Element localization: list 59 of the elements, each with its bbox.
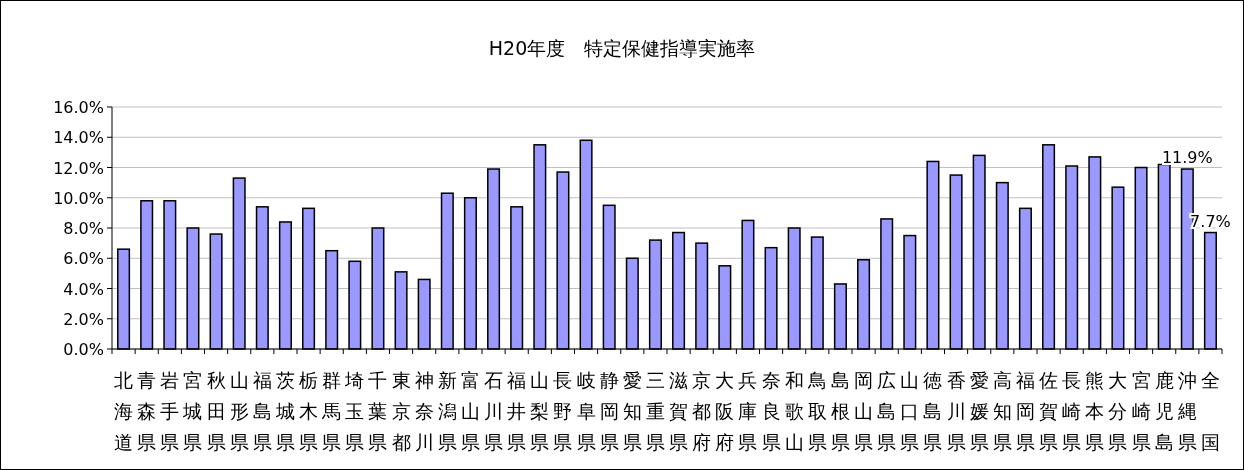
x-tick-label: 長崎県 [1062,369,1082,453]
y-tick-label: 4.0% [63,279,104,299]
x-tick-label: 三重県 [645,369,665,453]
x-tick-label: 沖縄県 [1176,369,1197,453]
x-tick-label: 愛知県 [622,369,642,453]
x-tick-label: 和歌山 [784,369,804,453]
y-tick-label: 16.0% [53,98,104,117]
y-tick-label: 8.0% [63,219,104,238]
data-label: 11.9% [1161,148,1213,168]
category-label: 全国 [1200,369,1220,453]
x-tick-label: 岩手県 [160,369,180,453]
x-tick-label: 群馬県 [321,369,342,453]
x-tick-label: 徳島県 [923,369,943,453]
x-tick-label: 京都府 [692,369,712,453]
x-tick-label: 神奈川 [414,369,434,453]
x-tick-label: 高知県 [992,369,1012,453]
x-tick-label: 宮城県 [182,369,203,453]
x-tick-label: 山梨県 [530,369,550,453]
x-tick-label: 秋田県 [206,369,226,453]
x-tick-label: 東京都 [391,369,411,453]
x-tick-label: 滋賀県 [669,369,689,453]
x-tick-label: 静岡県 [599,369,619,453]
x-tick-label: 愛媛県 [969,369,989,453]
y-tick-label: 10.0% [53,188,104,208]
x-tick-label: 奈良県 [761,369,781,453]
x-tick-label: 鹿児島 [1154,369,1174,453]
x-tick-label: 福岡県 [1015,369,1035,453]
x-tick-label: 北海道 [114,369,134,453]
x-tick-label: 埼玉県 [344,369,365,453]
y-tick-label: 2.0% [63,309,104,329]
x-tick-label: 新潟県 [437,369,457,453]
x-tick-label: 石川県 [484,369,504,453]
x-tick-label: 広島県 [877,369,897,453]
x-tick-label: 岐阜県 [576,369,596,453]
x-tick-label: 山形県 [229,369,249,453]
x-tick-label: 山口県 [900,369,920,453]
x-tick-label: 岡山県 [854,369,874,453]
x-tick-label: 大阪府 [715,369,735,453]
x-tick-label: 青森県 [137,369,157,453]
x-tick-label: 香川県 [946,369,966,453]
x-tick-label: 福井県 [507,369,527,453]
x-tick-label: 大分県 [1108,369,1128,453]
chart-title: H20年度 特定保健指導実施率 [488,37,756,59]
x-tick-label: 兵庫県 [738,369,758,453]
y-tick-label: 0.0% [63,340,104,359]
x-tick-label: 鳥取県 [806,369,827,453]
x-tick-label: 富山県 [460,369,480,453]
x-tick-label: 島根県 [830,369,850,453]
x-tick-label: 熊本県 [1085,369,1105,453]
x-tick-label: 宮崎県 [1131,369,1151,453]
x-tick-label: 長野県 [553,369,573,453]
x-tick-label: 千葉県 [368,369,388,453]
y-tick-label: 6.0% [63,249,104,269]
y-tick-label: 12.0% [53,158,104,178]
x-tick-label: 栃木県 [299,369,319,453]
x-tick-label: 茨城県 [274,369,295,453]
x-tick-label: 福島県 [252,369,272,453]
y-tick-label: 14.0% [53,128,104,148]
x-tick-label: 佐賀県 [1039,369,1059,453]
